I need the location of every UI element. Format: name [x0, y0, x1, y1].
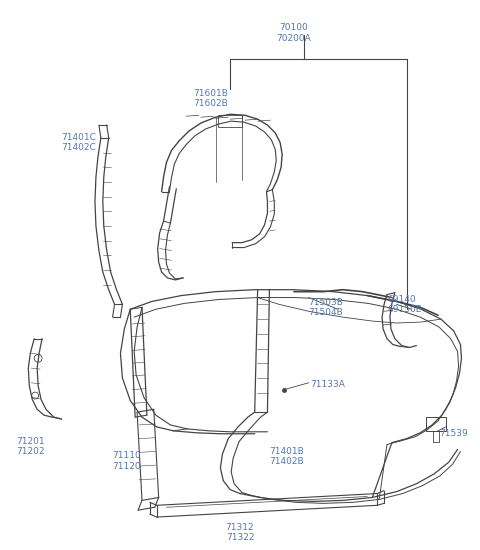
Text: 71312
71322: 71312 71322 [226, 523, 254, 542]
Text: 71401C
71402C: 71401C 71402C [61, 133, 96, 152]
Text: 69140
69150E: 69140 69150E [387, 295, 421, 314]
Text: 71601B
71602B: 71601B 71602B [193, 89, 228, 108]
Text: 71110
71120: 71110 71120 [113, 452, 141, 471]
Text: 71503B
71504B: 71503B 71504B [309, 298, 344, 317]
Text: 70100
70200A: 70100 70200A [276, 23, 311, 42]
Bar [218, 116, 242, 127]
Bar [426, 417, 446, 431]
Text: 71201
71202: 71201 71202 [16, 437, 45, 456]
Text: 71401B
71402B: 71401B 71402B [269, 447, 304, 466]
Text: 71539: 71539 [439, 429, 468, 438]
Text: 71133A: 71133A [311, 380, 346, 389]
